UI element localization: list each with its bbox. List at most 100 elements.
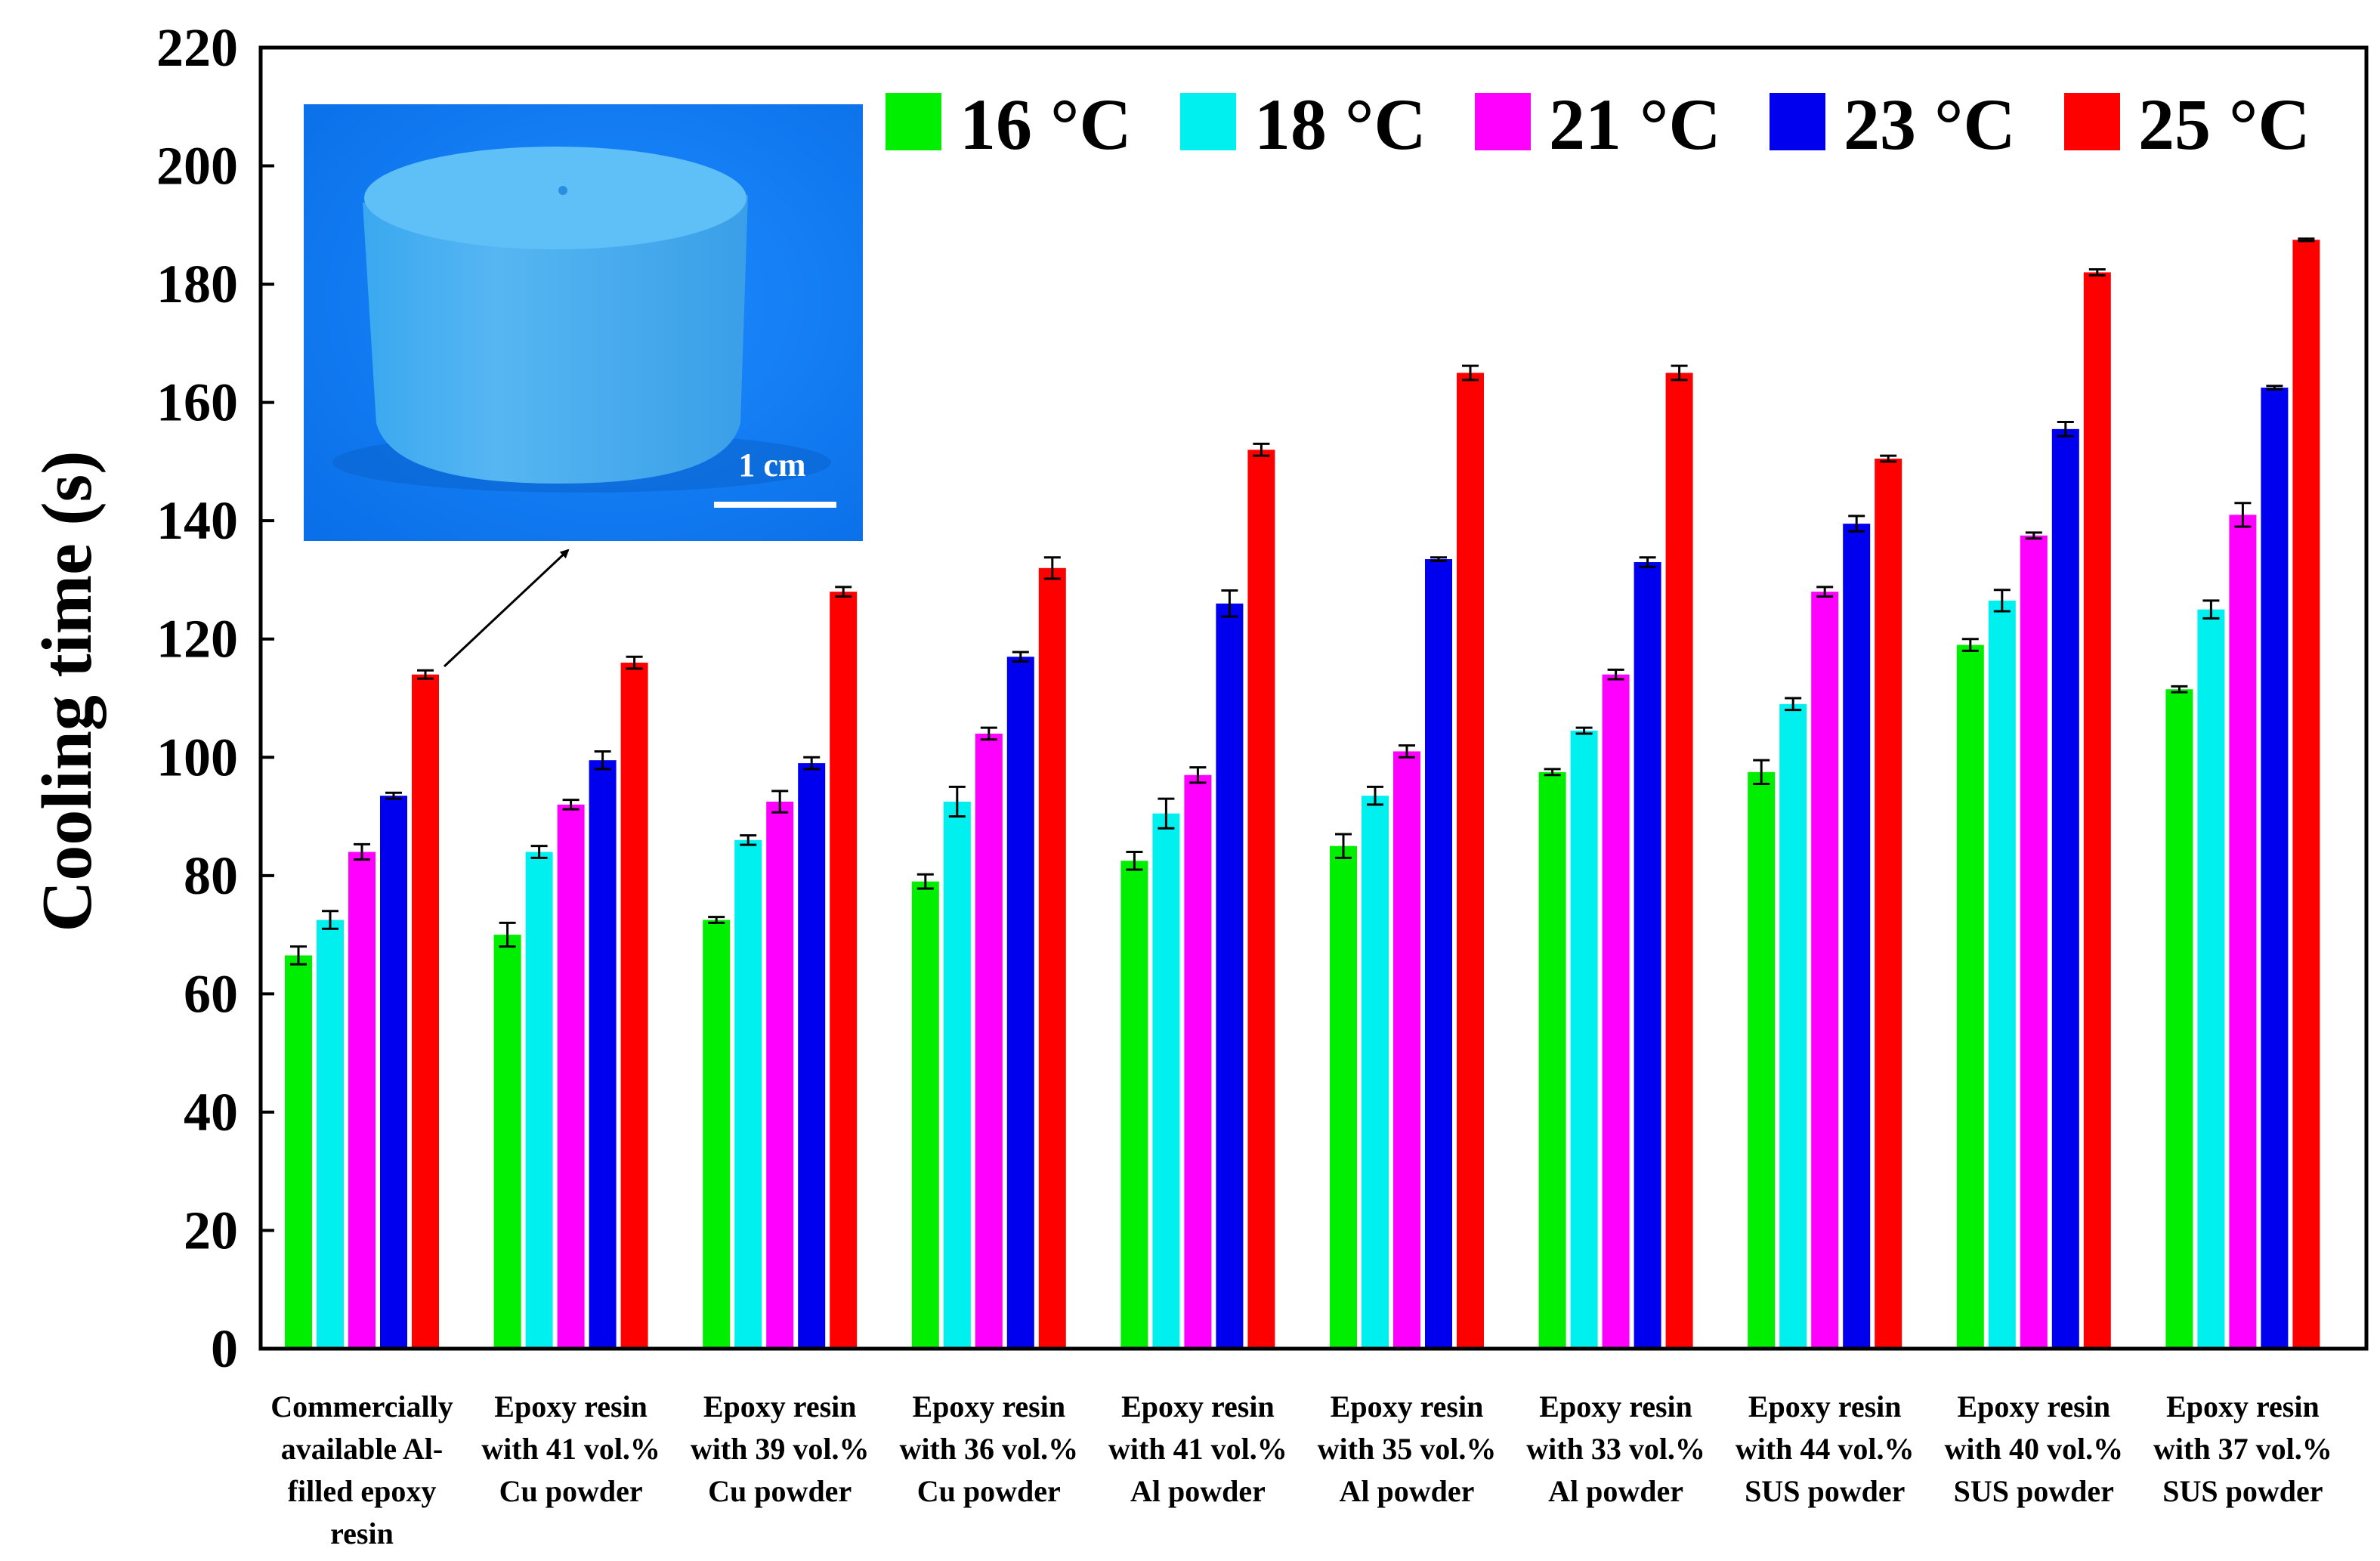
plot-frame: [258, 45, 2369, 1351]
x-category-label: Cu powder: [917, 1474, 1061, 1508]
bar: [1748, 771, 1776, 1349]
legend-label: 16 °C: [960, 84, 1132, 165]
x-category-label: Epoxy resin: [912, 1389, 1065, 1423]
bar: [1247, 450, 1275, 1349]
x-category-label: with 33 vol.%: [1526, 1432, 1705, 1466]
bar: [589, 760, 617, 1349]
bar: [285, 955, 312, 1349]
bar: [493, 935, 521, 1349]
legend-swatch: [886, 93, 941, 150]
legend: 16 °C 18 °C 21 °C 23 °C 25 °C: [886, 84, 2310, 165]
bars-layer: [285, 240, 2320, 1349]
bar: [830, 592, 858, 1349]
bar: [1152, 813, 1180, 1349]
bar: [1988, 600, 2016, 1349]
y-tick-label: 140: [156, 490, 238, 551]
bar: [2083, 272, 2111, 1349]
bar: [1843, 524, 1871, 1349]
bar: [943, 801, 971, 1349]
inset-pointer-arrow: [443, 549, 570, 668]
bar: [1570, 731, 1598, 1349]
x-category-label: with 40 vol.%: [1944, 1432, 2123, 1466]
x-category-label: available Al-: [281, 1432, 443, 1466]
bar: [2229, 515, 2257, 1349]
x-category-label: Epoxy resin: [1748, 1389, 1902, 1423]
bar: [734, 839, 762, 1349]
legend-swatch: [2064, 93, 2120, 150]
cylinder-side: [363, 195, 748, 484]
x-category-label: with 41 vol.%: [1108, 1432, 1287, 1466]
x-category-label: filled epoxy: [288, 1474, 437, 1508]
x-category-label: Al powder: [1340, 1474, 1475, 1508]
y-tick-label: 40: [184, 1082, 238, 1142]
bar: [1457, 372, 1484, 1349]
x-category-label: with 39 vol.%: [691, 1432, 870, 1466]
bar: [1538, 771, 1566, 1349]
x-category-label: Epoxy resin: [1957, 1389, 2110, 1423]
bar: [317, 920, 344, 1349]
bar: [2197, 609, 2225, 1349]
bar: [1120, 861, 1148, 1349]
legend-label: 18 °C: [1254, 84, 1426, 165]
x-category-label: Al powder: [1130, 1474, 1266, 1508]
x-category-label: SUS powder: [1954, 1474, 2114, 1508]
bar: [911, 881, 939, 1349]
bar: [1425, 559, 1452, 1349]
bar: [1634, 561, 1661, 1349]
bar: [798, 763, 826, 1349]
cylinder-top: [364, 147, 746, 249]
y-tick-label: 20: [184, 1200, 238, 1260]
x-category-label: Epoxy resin: [2166, 1389, 2320, 1423]
cylinder-center-dot: [558, 186, 567, 195]
legend-swatch: [1475, 93, 1531, 150]
bar: [620, 663, 648, 1349]
x-category-label: with 44 vol.%: [1736, 1432, 1915, 1466]
bar: [2020, 535, 2048, 1349]
bar: [2165, 689, 2193, 1349]
x-category-label: SUS powder: [2162, 1474, 2323, 1508]
y-axis-title: Cooling time (s): [28, 450, 107, 932]
bar: [1875, 458, 1902, 1349]
error-bars-layer: [290, 237, 2315, 966]
scale-bar-label: 1 cm: [738, 447, 805, 484]
bar: [348, 852, 376, 1349]
bar: [1602, 674, 1630, 1349]
x-category-label: Cu powder: [708, 1474, 852, 1508]
x-category-label: with 35 vol.%: [1318, 1432, 1497, 1466]
y-tick-label: 100: [156, 727, 238, 787]
y-tick-label: 120: [156, 609, 238, 669]
x-category-label: with 36 vol.%: [899, 1432, 1078, 1466]
y-tick-label: 80: [184, 845, 238, 906]
x-category-label: Epoxy resin: [1331, 1389, 1484, 1423]
x-category-label: Epoxy resin: [494, 1389, 648, 1423]
bar: [766, 801, 794, 1349]
bar: [1362, 796, 1389, 1349]
y-tick-label: 60: [184, 963, 238, 1024]
bar: [380, 796, 407, 1349]
bar: [2051, 428, 2079, 1349]
bar: [1779, 703, 1807, 1349]
scale-bar: [714, 502, 836, 508]
legend-swatch: [1770, 93, 1825, 150]
y-tick-label: 220: [156, 17, 238, 78]
y-ticks-layer: 0 20 40 60 80 100 120 140 160 180 200 220: [156, 17, 274, 1379]
legend-label: 25 °C: [2138, 84, 2310, 165]
legend-label: 21 °C: [1549, 84, 1721, 165]
bar: [1038, 567, 1066, 1349]
bar: [1811, 592, 1839, 1349]
bar: [557, 804, 585, 1349]
category-labels-layer: Commercially available Al-filled epoxy res…: [270, 1389, 2332, 1550]
x-category-label: Epoxy resin: [1539, 1389, 1692, 1423]
y-tick-label: 180: [156, 254, 238, 314]
x-category-label: with 37 vol.%: [2153, 1432, 2332, 1466]
bar: [1330, 845, 1357, 1349]
y-tick-label: 200: [156, 136, 238, 196]
bar: [525, 852, 553, 1349]
inset-photo: 1 cm: [304, 104, 863, 541]
legend-swatch: [1180, 93, 1236, 150]
bar: [1006, 657, 1034, 1349]
bar: [1184, 774, 1212, 1349]
x-category-label: Epoxy resin: [703, 1389, 857, 1423]
x-category-label: SUS powder: [1745, 1474, 1905, 1508]
